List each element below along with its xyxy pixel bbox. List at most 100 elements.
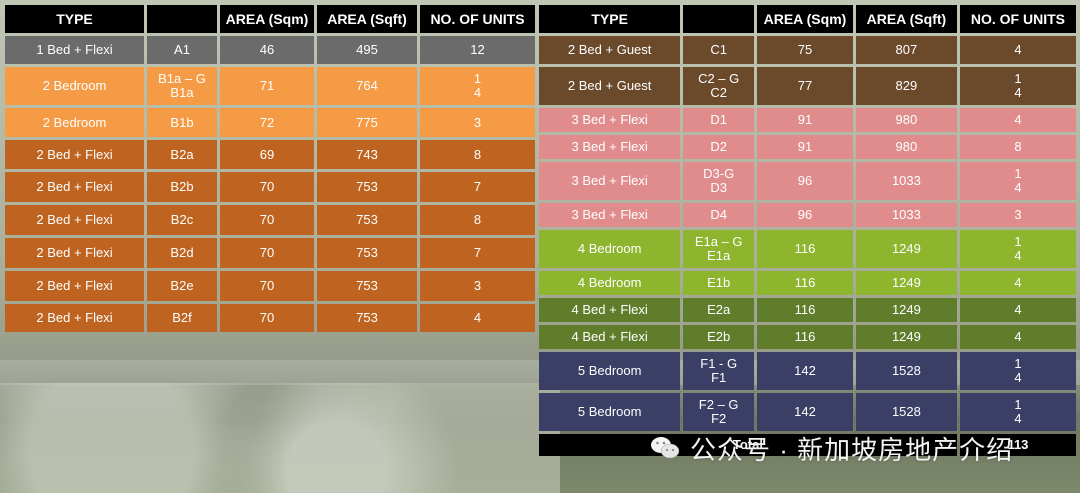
cell-type: 3 Bed + Flexi: [539, 108, 681, 132]
cell-unit-code-line: F2 – G: [698, 397, 739, 412]
cell-no-of-units-line: 4: [1014, 248, 1022, 263]
cell-unit-code-line: C2: [710, 85, 727, 100]
cell-area-sqft: 1033: [855, 203, 957, 227]
cell-no-of-units-line: 4: [1014, 411, 1022, 426]
cell-area-sqft: 1249: [855, 271, 957, 295]
watermark-text: 公众号 · 新加坡房地产介绍: [690, 434, 1014, 465]
cell-unit-code-line: B1a: [170, 85, 194, 100]
cell-area-sqm: 96: [757, 162, 853, 200]
cell-no-of-units-line: 4: [1014, 112, 1022, 127]
cell-type: 5 Bedroom: [539, 393, 681, 431]
cell-no-of-units: 4: [959, 325, 1076, 349]
table-row: 2 Bed + Flexi B2d 70 753 7: [5, 238, 535, 268]
header-unit-code: [683, 5, 755, 33]
cell-area-sqft: 807: [855, 36, 957, 64]
cell-unit-code-line: D1: [710, 112, 727, 127]
cell-no-of-units-line: 4: [1014, 329, 1022, 344]
cell-unit-code-line: E1a: [707, 248, 731, 263]
cell-area-sqm: 96: [757, 203, 853, 227]
cell-no-of-units: 3: [420, 108, 535, 137]
cell-type: 2 Bed + Guest: [539, 36, 681, 64]
cell-area-sqft: 1249: [855, 230, 957, 268]
cell-area-sqm: 116: [757, 271, 853, 295]
table-row: 3 Bed + Flexi D1 91 980 4: [539, 108, 1076, 132]
cell-no-of-units: 4: [420, 304, 535, 332]
cell-area-sqm: 142: [757, 352, 853, 390]
cell-unit-code: D4: [683, 203, 755, 227]
cell-no-of-units-line: 1: [1014, 166, 1022, 181]
cell-area-sqm: 142: [757, 393, 853, 431]
cell-no-of-units: 3: [959, 203, 1076, 227]
cell-area-sqft: 1528: [855, 393, 957, 431]
cell-type: 3 Bed + Flexi: [539, 162, 681, 200]
cell-unit-code-line: D4: [710, 207, 727, 222]
total-label: Total: [539, 434, 957, 456]
header-unit-code: [147, 5, 217, 33]
cell-area-sqft: 1528: [855, 352, 957, 390]
cell-unit-code: C2 – G C2: [683, 67, 755, 105]
cell-area-sqm: 71: [220, 67, 314, 105]
cell-no-of-units: 4: [959, 36, 1076, 64]
cell-no-of-units: 8: [959, 135, 1076, 159]
cell-unit-code-line: D3-G: [703, 166, 735, 181]
header-area-sqft: AREA (Sqft): [855, 5, 957, 33]
table-row: 3 Bed + Flexi D2 91 980 8: [539, 135, 1076, 159]
cell-unit-code-line: B1b: [170, 114, 194, 130]
cell-unit-code-line: E1b: [707, 275, 731, 290]
cell-unit-code-line: F2: [711, 411, 727, 426]
cell-no-of-units: 4: [959, 298, 1076, 322]
cell-type: 3 Bed + Flexi: [539, 135, 681, 159]
cell-area-sqm: 70: [220, 172, 314, 202]
cell-no-of-units-line: 4: [473, 85, 482, 100]
cell-unit-code-line: D3: [710, 180, 727, 195]
cell-no-of-units: 12: [420, 36, 535, 64]
cell-unit-code: B1b: [147, 108, 217, 137]
cell-area-sqm: 70: [220, 271, 314, 301]
cell-area-sqft: 1249: [855, 298, 957, 322]
cell-area-sqft: 753: [317, 271, 417, 301]
cell-no-of-units-line: 4: [1014, 42, 1022, 57]
total-value: 113: [959, 434, 1076, 456]
cell-area-sqm: 70: [220, 205, 314, 235]
cell-area-sqft: 753: [317, 238, 417, 268]
table-row: 2 Bed + Guest C2 – G C2 77 829 1 4: [539, 67, 1076, 105]
cell-unit-code: B2b: [147, 172, 217, 202]
cell-type: 4 Bed + Flexi: [539, 298, 681, 322]
cell-no-of-units: 8: [420, 140, 535, 169]
cell-area-sqft: 753: [317, 304, 417, 332]
cell-unit-code: E1b: [683, 271, 755, 295]
cell-unit-code-line: A1: [174, 42, 190, 57]
cell-no-of-units: 7: [420, 172, 535, 202]
cell-no-of-units-line: 4: [1014, 302, 1022, 317]
table-row: 4 Bedroom E1a – G E1a 116 1249 1 4: [539, 230, 1076, 268]
cell-no-of-units: 8: [420, 205, 535, 235]
cell-type: 2 Bedroom: [5, 67, 144, 105]
cell-area-sqm: 72: [220, 108, 314, 137]
unit-mix-table-left: TYPE AREA (Sqm) AREA (Sqft) NO. OF UNITS…: [2, 2, 538, 335]
cell-unit-code: C1: [683, 36, 755, 64]
cell-no-of-units-line: 8: [473, 146, 482, 162]
cell-area-sqm: 116: [757, 325, 853, 349]
cell-area-sqm: 116: [757, 298, 853, 322]
cell-type: 4 Bed + Flexi: [539, 325, 681, 349]
cell-no-of-units-line: 7: [473, 179, 482, 194]
cell-no-of-units-line: 3: [473, 278, 482, 293]
header-area-sqft: AREA (Sqft): [317, 5, 417, 33]
cell-type: 4 Bedroom: [539, 230, 681, 268]
header-area-sqm: AREA (Sqm): [220, 5, 314, 33]
cell-area-sqm: 70: [220, 304, 314, 332]
cell-no-of-units-line: 4: [1014, 275, 1022, 290]
cell-type: 2 Bed + Flexi: [5, 140, 144, 169]
table-row: 1 Bed + Flexi A1 46 495 12: [5, 36, 535, 64]
header-no-of-units: NO. OF UNITS: [959, 5, 1076, 33]
cell-no-of-units: 4: [959, 108, 1076, 132]
header-type: TYPE: [5, 5, 144, 33]
table-row: 3 Bed + Flexi D4 96 1033 3: [539, 203, 1076, 227]
cell-unit-code: D2: [683, 135, 755, 159]
cell-no-of-units: 3: [420, 271, 535, 301]
